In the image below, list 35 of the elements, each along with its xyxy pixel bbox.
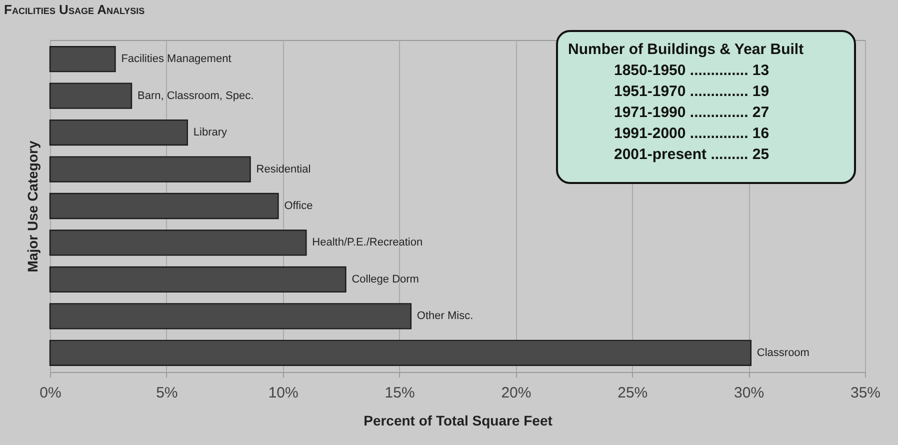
x-tick-label: 35% [850, 384, 881, 402]
bar [49, 82, 132, 109]
annotation: 1971-1990 .............. 27 [613, 103, 770, 123]
bar [49, 303, 412, 330]
y-tick-label: Health/P.E./Recreation [312, 236, 423, 249]
y-tick-label: College Dorm [352, 273, 419, 286]
bar [49, 156, 251, 182]
x-tick-label: 10% [268, 384, 298, 402]
bar [49, 340, 752, 366]
y-tick-label: Office [284, 200, 313, 212]
y-tick-label: Barn, Classroom, Spec. [138, 90, 254, 102]
x-tick-label: 25% [618, 384, 648, 402]
x-tick-label: 0% [40, 384, 62, 402]
x-tick-label: 30% [734, 384, 764, 402]
y-tick-label: Facilities Management [121, 53, 232, 66]
annotation: 1991-2000 .............. 16 [613, 124, 770, 144]
y-tick-label: Library [193, 126, 228, 139]
annotation: Number of Buildings & Year Built [568, 40, 805, 60]
y-tick-label: Classroom [756, 346, 810, 359]
x-tick-label: 15% [384, 384, 415, 402]
annotation: 1850-1950 .............. 13 [613, 61, 770, 81]
x-axis-title: Percent of Total Square Feet [364, 412, 553, 428]
x-tick-label: 20% [501, 384, 532, 402]
bar [49, 266, 346, 293]
bar [49, 230, 307, 256]
bar [49, 46, 116, 72]
y-axis-title: Major Use Category [24, 140, 40, 272]
x-tick-label: 5% [156, 384, 178, 402]
y-tick-label: Residential [256, 163, 311, 176]
chart-title: Facilities Usage Analysis [4, 2, 145, 17]
annotation: 2001-present ......... 25 [613, 145, 770, 165]
bar [49, 119, 188, 146]
annotation: 1951-1970 .............. 19 [613, 82, 770, 102]
bar [49, 192, 279, 220]
y-tick-label: Other Misc. [416, 310, 474, 322]
